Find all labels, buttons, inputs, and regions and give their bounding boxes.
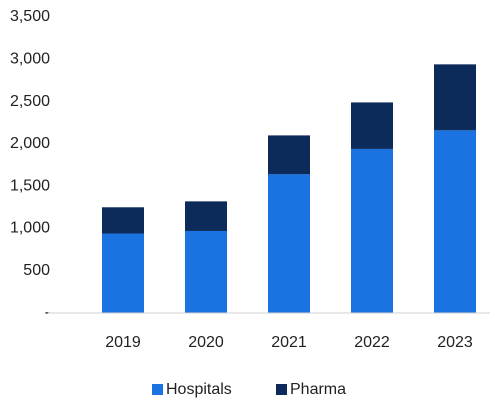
bar-segment	[351, 148, 393, 313]
x-tick-label: 2019	[105, 334, 141, 351]
y-tick-label: 3,000	[10, 51, 50, 68]
y-tick-label: 1,500	[10, 177, 50, 194]
bar-segment	[434, 64, 476, 131]
bar-segment	[102, 233, 144, 313]
legend-swatch	[276, 384, 287, 395]
legend-swatch	[152, 384, 163, 395]
bar-segment	[268, 135, 310, 175]
y-tick-label: 2,000	[10, 135, 50, 152]
bar-segment	[102, 207, 144, 234]
legend-label: Hospitals	[166, 381, 232, 398]
y-tick-label: 2,500	[10, 93, 50, 110]
bar-segment	[185, 230, 227, 313]
x-tick-label: 2022	[354, 334, 390, 351]
bar-segment	[351, 102, 393, 149]
x-tick-label: 2020	[188, 334, 224, 351]
x-tick-label: 2023	[437, 334, 473, 351]
y-tick-label: 3,500	[10, 8, 50, 25]
y-tick-label: -	[45, 304, 50, 321]
bar-segment	[268, 174, 310, 313]
legend-label: Pharma	[290, 381, 346, 398]
bar-segment	[185, 201, 227, 231]
y-tick-label: 500	[23, 262, 50, 279]
x-tick-label: 2021	[271, 334, 307, 351]
y-tick-label: 1,000	[10, 220, 50, 237]
bar-segment	[434, 130, 476, 313]
